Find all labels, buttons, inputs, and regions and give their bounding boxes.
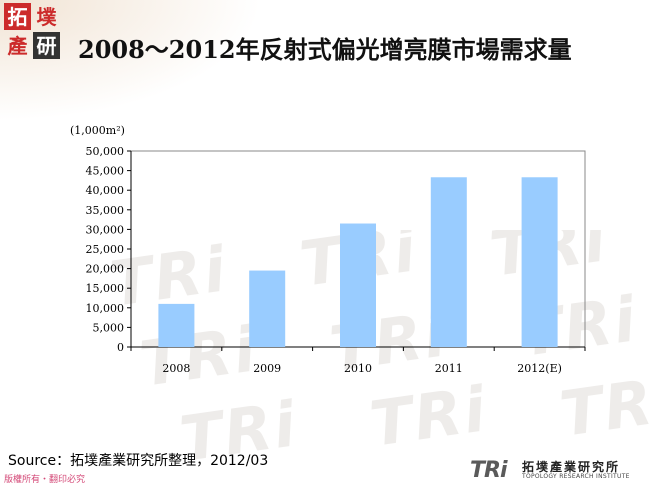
tri-logo-badge: 拓 墣 產 研 [4, 3, 62, 61]
y-tick-label: 10,000 [86, 302, 125, 315]
bar [249, 270, 286, 347]
x-tick-label: 2009 [253, 362, 281, 375]
source-note: Source：拓墣產業研究所整理，2012/03 [8, 453, 269, 469]
y-tick-label: 35,000 [86, 204, 125, 217]
y-tick-label: 20,000 [86, 263, 125, 276]
x-tick-label: 2008 [162, 362, 190, 375]
brand-subtitle: TOPOLOGY RESEARCH INSTITUTE [522, 473, 630, 480]
y-tick-label: 15,000 [86, 282, 125, 295]
copyright-note: 版權所有・翻印必究 [4, 475, 86, 485]
bar [521, 177, 558, 347]
y-axis-unit-label: (1,000m²) [70, 124, 125, 137]
x-tick-label: 2010 [344, 362, 372, 375]
logo-char: 拓 [4, 3, 31, 30]
logo-char: 產 [7, 33, 28, 58]
y-tick-label: 0 [117, 341, 124, 354]
brand-mark: TRi [470, 458, 507, 483]
y-tick-label: 30,000 [86, 223, 125, 236]
brand-name: 拓墣產業研究所 [522, 460, 621, 474]
y-tick-label: 45,000 [86, 165, 125, 178]
y-tick-label: 25,000 [86, 243, 125, 256]
bar [158, 303, 195, 347]
brand-logo: TRi 拓墣產業研究所 TOPOLOGY RESEARCH INSTITUTE [470, 458, 645, 484]
logo-char: 研 [33, 32, 60, 59]
x-tick-label: 2011 [435, 362, 463, 375]
x-tick-label: 2012(E) [517, 362, 562, 375]
y-tick-label: 50,000 [86, 145, 125, 158]
bar [430, 177, 467, 347]
logo-char: 墣 [36, 4, 57, 29]
bar [340, 223, 376, 347]
page-title: 2008～2012年反射式偏光增亮膜市場需求量 [78, 35, 572, 64]
y-tick-label: 40,000 [86, 184, 125, 197]
plot-area: 0 5,000 10,000 15,000 20,000 25,000 30,000 35,0… [86, 145, 586, 375]
y-tick-label: 5,000 [93, 321, 125, 334]
